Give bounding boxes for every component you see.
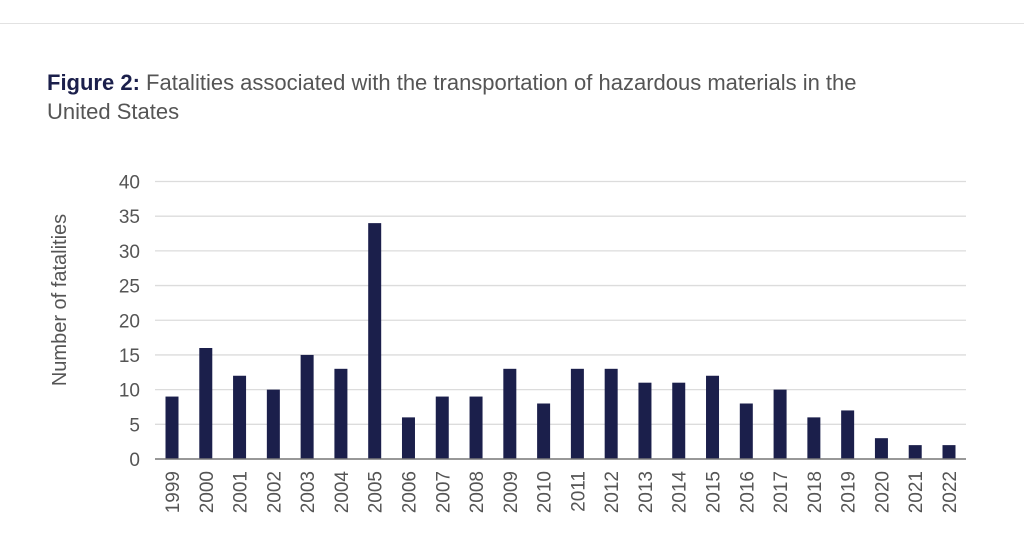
y-tick-label: 10 [119, 381, 140, 402]
y-tick-label: 35 [119, 207, 140, 228]
bar-2021 [908, 445, 922, 459]
x-tick-label: 2002 [264, 471, 285, 513]
figure-label: Figure 2: [47, 70, 140, 95]
x-tick-label: 2011 [568, 471, 589, 512]
x-tick-label: 2016 [737, 471, 758, 513]
bar-2000 [199, 348, 213, 459]
y-tick-label: 20 [119, 311, 140, 332]
bar-1999 [165, 396, 179, 459]
y-tick-label: 0 [129, 450, 140, 471]
bar-2019 [841, 410, 855, 459]
x-tick-label: 2012 [602, 471, 623, 513]
x-tick-label: 1999 [163, 471, 184, 513]
bar-2005 [368, 223, 382, 459]
y-tick-label: 30 [119, 242, 140, 263]
x-tick-label: 2003 [298, 471, 319, 513]
x-tick-label: 2005 [366, 471, 387, 513]
x-tick-label: 2007 [433, 471, 454, 513]
y-axis-label: Number of fatalities [49, 214, 71, 386]
bar-2007 [435, 396, 449, 459]
y-tick-label: 40 [119, 173, 140, 194]
x-tick-label: 2008 [467, 471, 488, 513]
bar-2017 [773, 389, 787, 459]
x-tick-label: 2021 [906, 471, 927, 513]
bar-2001 [233, 375, 247, 459]
bar-2014 [672, 382, 686, 459]
bar-2006 [401, 417, 415, 459]
x-tick-label: 2009 [501, 471, 522, 513]
bar-2011 [570, 368, 584, 459]
x-tick-label: 2004 [332, 471, 353, 514]
x-tick-label: 2018 [805, 471, 826, 513]
bar-2015 [706, 375, 720, 459]
bar-2016 [739, 403, 753, 459]
bar-2020 [874, 438, 888, 459]
x-tick-label: 2022 [940, 471, 961, 513]
x-tick-label: 2015 [704, 471, 725, 513]
bar-2022 [942, 445, 956, 459]
chart-title: Figure 2: Fatalities associated with the… [47, 68, 867, 126]
bar-2008 [469, 396, 483, 459]
bar-2009 [503, 368, 517, 459]
bar-2004 [334, 368, 348, 459]
bar-2010 [537, 403, 551, 459]
y-tick-label: 5 [129, 415, 140, 436]
top-divider [0, 23, 1024, 24]
bar-2013 [638, 382, 652, 459]
bar-2012 [604, 368, 618, 459]
x-tick-label: 2001 [231, 471, 252, 513]
x-tick-label: 2013 [636, 471, 657, 513]
x-tick-label: 2000 [197, 471, 218, 513]
y-tick-label: 25 [119, 277, 140, 298]
x-tick-label: 2020 [872, 471, 893, 513]
x-tick-label: 2014 [670, 471, 691, 514]
bar-2003 [300, 354, 314, 459]
x-tick-label: 2019 [839, 471, 860, 513]
bar-2018 [807, 417, 821, 459]
x-tick-label: 2006 [399, 471, 420, 513]
x-tick-label: 2010 [535, 471, 556, 513]
bar-2002 [266, 389, 280, 459]
x-tick-label: 2017 [771, 471, 792, 513]
y-tick-label: 15 [119, 346, 140, 367]
chart-title-text: Fatalities associated with the transport… [47, 70, 857, 124]
